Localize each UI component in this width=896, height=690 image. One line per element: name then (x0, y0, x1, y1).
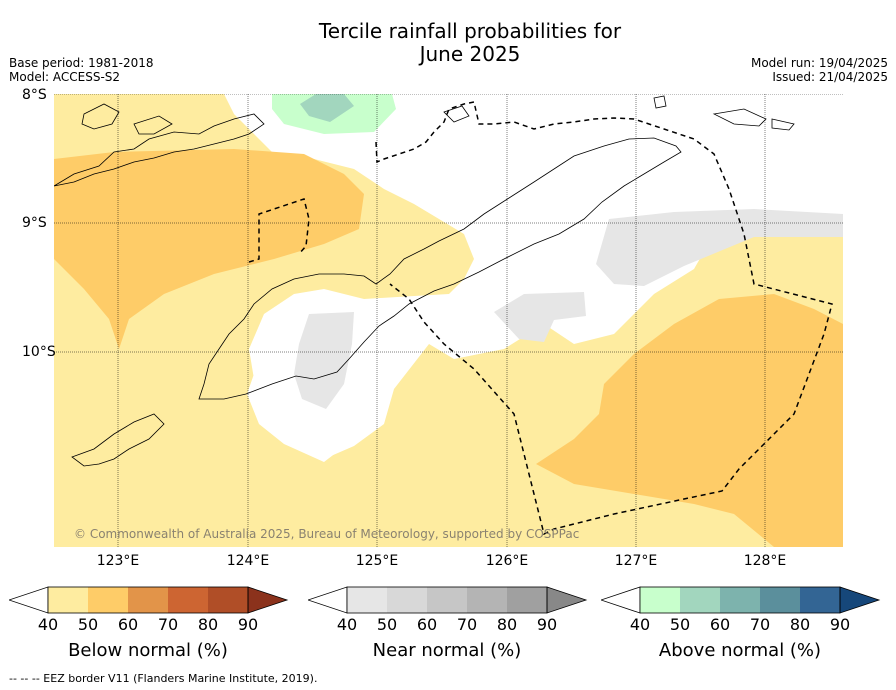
cb2-tick: 60 (709, 615, 731, 634)
cb1-seg-4 (467, 587, 507, 613)
cb1-tick: 40 (336, 615, 358, 634)
below-normal-east (536, 294, 843, 547)
cb0-seg-5 (208, 587, 248, 613)
map-title: Tercile rainfall probabilities for June … (300, 20, 640, 66)
title-line-2: June 2025 (419, 42, 521, 66)
cb0-tick: 70 (157, 615, 179, 634)
meta-right: Model run: 19/04/2025 Issued: 21/04/2025 (751, 56, 888, 84)
northwest-islands-coastline (54, 103, 265, 187)
model-name: Model: ACCESS-S2 (9, 70, 121, 84)
cb2-seg-6 (839, 586, 881, 614)
cb2-seg-0 (601, 586, 641, 614)
lat-label-10s: 10°S (22, 344, 56, 360)
cb0-tick: 60 (117, 615, 139, 634)
cb0-seg-6 (247, 586, 289, 614)
cb1-tick: 90 (536, 615, 558, 634)
below-normal-colorbar (9, 586, 289, 614)
meta-left: Base period: 1981-2018 Model: ACCESS-S2 (9, 56, 154, 84)
cb1-tick: 70 (456, 615, 478, 634)
issued-date: Issued: 21/04/2025 (772, 70, 888, 84)
near-normal-colorbar (308, 586, 588, 614)
cb0-seg-4 (168, 587, 208, 613)
cb2-tick: 90 (829, 615, 851, 634)
cb0-tick: 80 (197, 615, 219, 634)
cb0-seg-3 (128, 587, 168, 613)
below-normal-west (54, 149, 364, 349)
copyright-credit: © Commonwealth of Australia 2025, Bureau… (74, 527, 580, 541)
rainfall-map (54, 94, 843, 547)
cb0-tick: 90 (237, 615, 259, 634)
lon-label-123e: 123°E (96, 553, 140, 569)
lon-label-126e: 126°E (485, 553, 529, 569)
near-normal-patch-1 (596, 209, 843, 286)
cb0-tick: 40 (37, 615, 59, 634)
lat-label-8s: 8°S (22, 87, 47, 103)
cb1-tick: 80 (496, 615, 518, 634)
cb1-seg-5 (507, 587, 547, 613)
cb1-seg-3 (427, 587, 467, 613)
cb2-seg-3 (720, 587, 760, 613)
cb1-seg-1 (347, 587, 387, 613)
cb1-seg-2 (387, 587, 427, 613)
cb0-seg-2 (88, 587, 128, 613)
cb2-tick: 80 (789, 615, 811, 634)
above-normal-label: Above normal (%) (658, 640, 822, 661)
cb2-seg-1 (640, 587, 680, 613)
near-normal-patch-2 (494, 292, 586, 342)
lon-label-124e: 124°E (226, 553, 270, 569)
cb1-tick: 50 (376, 615, 398, 634)
cb0-seg-1 (48, 587, 88, 613)
northeast-islands-coastline (443, 95, 795, 131)
title-line-1: Tercile rainfall probabilities for (318, 19, 622, 43)
cb1-tick: 60 (416, 615, 438, 634)
above-normal-core (300, 94, 354, 122)
near-normal-label: Near normal (%) (372, 640, 522, 661)
cb0-seg-0 (9, 586, 49, 614)
lat-label-9s: 9°S (22, 215, 47, 231)
above-normal-colorbar (601, 586, 881, 614)
eez-footnote: -- -- -- EEZ border V11 (Flanders Marine… (9, 672, 318, 685)
cb2-seg-2 (680, 587, 720, 613)
southwest-island-coastline (71, 413, 165, 467)
grid-lines (54, 94, 843, 547)
lon-label-127e: 127°E (614, 553, 658, 569)
cb2-tick: 50 (669, 615, 691, 634)
near-normal-patch-3 (294, 312, 354, 409)
lon-label-125e: 125°E (355, 553, 399, 569)
cb1-seg-6 (546, 586, 588, 614)
cb1-seg-0 (308, 586, 348, 614)
lon-label-128e: 128°E (743, 553, 787, 569)
base-period: Base period: 1981-2018 (9, 56, 154, 70)
cb2-seg-4 (760, 587, 800, 613)
timor-coastline (198, 137, 682, 400)
cb0-tick: 50 (77, 615, 99, 634)
cb2-tick: 70 (749, 615, 771, 634)
model-run: Model run: 19/04/2025 (750, 56, 888, 70)
below-normal-label: Below normal (%) (68, 640, 228, 661)
cb2-tick: 40 (629, 615, 651, 634)
eez-border (248, 101, 833, 536)
cb2-seg-5 (800, 587, 840, 613)
